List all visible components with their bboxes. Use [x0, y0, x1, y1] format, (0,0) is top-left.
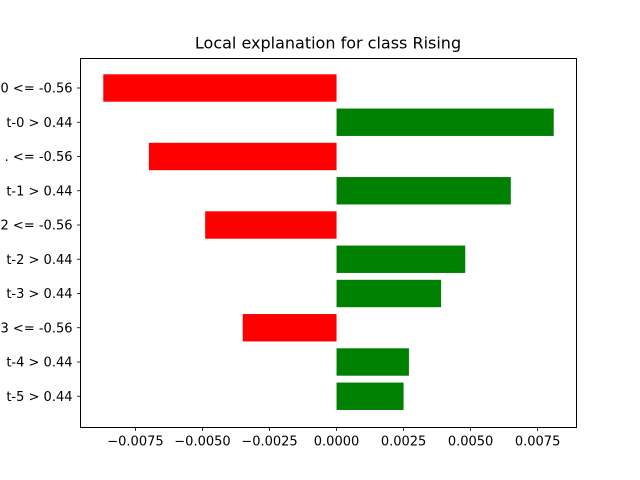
x-tick-label: −0.0075	[107, 435, 163, 450]
x-tick-label: 0.0050	[448, 435, 494, 450]
y-tick-label: t-5 > 0.44	[6, 390, 72, 405]
x-tick-label: −0.0050	[174, 435, 230, 450]
chart-title: Local explanation for class Rising	[195, 34, 461, 53]
bar-3	[148, 142, 337, 171]
plot-frame	[80, 58, 577, 428]
y-tick-label: 2 <= -0.56	[1, 219, 73, 234]
bar-10	[336, 382, 404, 410]
y-tick-label: t-2 > 0.44	[6, 253, 72, 268]
x-tick-label: 0.0025	[381, 435, 427, 450]
bar-4	[336, 177, 511, 205]
y-tick-label: . <= -0.56	[5, 150, 73, 165]
y-tick-label: t-1 > 0.44	[6, 184, 72, 199]
bar-2	[336, 108, 554, 136]
x-tick-label: −0.0025	[241, 435, 297, 450]
bar-7	[336, 279, 442, 308]
x-tick-label: 0.0075	[515, 435, 561, 450]
bar-5	[205, 211, 337, 239]
y-tick-label: t-4 > 0.44	[6, 356, 72, 371]
x-tick-label: 0.0000	[314, 435, 360, 450]
bar-9	[336, 348, 409, 376]
bar-6	[336, 245, 466, 273]
y-tick-label: 3 <= -0.56	[1, 321, 73, 336]
y-tick-label: t-3 > 0.44	[6, 287, 72, 302]
bar-1	[103, 74, 337, 102]
y-tick-label: 0 <= -0.56	[1, 82, 73, 97]
bar-8	[242, 314, 337, 342]
y-tick-label: t-0 > 0.44	[6, 116, 72, 131]
